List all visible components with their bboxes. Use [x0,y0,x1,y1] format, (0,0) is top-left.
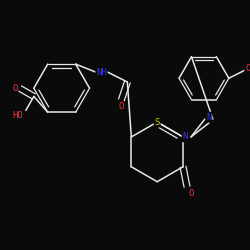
Text: NH: NH [96,68,107,76]
Text: N: N [206,112,212,122]
Text: O: O [188,189,194,198]
Text: S: S [154,118,160,126]
Text: N: N [182,132,188,141]
Text: O: O [245,64,250,73]
Text: O: O [119,102,124,111]
Text: HO: HO [12,111,23,120]
Text: O: O [12,84,18,93]
